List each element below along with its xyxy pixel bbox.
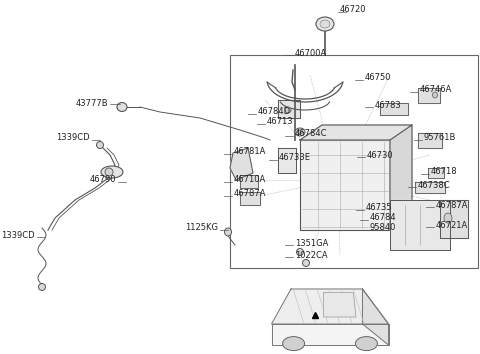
Text: 46750: 46750 [365,74,392,82]
Polygon shape [418,88,440,103]
Text: 46730: 46730 [367,150,394,160]
Polygon shape [240,175,258,188]
Polygon shape [240,192,260,205]
Text: 46733E: 46733E [279,154,311,162]
Polygon shape [390,200,450,250]
Text: 1351GA: 1351GA [295,239,328,247]
Text: 46784: 46784 [370,213,396,223]
Ellipse shape [295,128,305,136]
Ellipse shape [432,92,437,98]
Text: 46738C: 46738C [418,181,451,189]
Text: 46700A: 46700A [295,48,327,57]
Ellipse shape [105,168,113,176]
Text: 46790: 46790 [89,176,116,184]
Text: 46710A: 46710A [234,176,266,184]
Polygon shape [278,148,296,173]
Text: 46718: 46718 [431,167,457,177]
Polygon shape [418,133,442,148]
Text: 1125KG: 1125KG [185,223,218,233]
Polygon shape [300,125,412,140]
Ellipse shape [297,249,303,256]
Ellipse shape [444,213,452,223]
Text: 43777B: 43777B [75,99,108,108]
Polygon shape [362,289,388,345]
Polygon shape [415,182,445,193]
Ellipse shape [302,259,310,267]
Ellipse shape [285,107,291,113]
Polygon shape [272,289,388,324]
Ellipse shape [316,17,334,31]
Text: 1022CA: 1022CA [295,251,328,259]
Bar [230,55,478,268]
Text: 46721A: 46721A [436,221,468,229]
Polygon shape [272,324,388,345]
Text: 1339CD: 1339CD [1,230,35,240]
Polygon shape [324,292,356,317]
Ellipse shape [320,20,330,28]
Text: 46784D: 46784D [258,108,291,116]
Text: 46735: 46735 [366,204,393,212]
Text: 46746A: 46746A [420,86,452,95]
Text: 95761B: 95761B [424,133,456,143]
Ellipse shape [96,142,104,148]
Polygon shape [440,200,468,238]
Polygon shape [230,148,253,180]
Text: 95840: 95840 [370,223,396,233]
Polygon shape [380,103,408,115]
Polygon shape [428,168,444,178]
Polygon shape [278,100,300,118]
Bar [300,140,390,230]
Polygon shape [390,125,412,230]
Text: 46720: 46720 [340,6,367,15]
Ellipse shape [117,103,127,112]
Text: 46787A: 46787A [436,200,468,210]
Text: 46781A: 46781A [234,148,266,156]
Text: 1339CD: 1339CD [56,133,90,143]
Ellipse shape [101,166,123,178]
Text: 46713: 46713 [267,118,294,126]
Ellipse shape [283,337,305,350]
Text: 46787A: 46787A [234,189,266,199]
Ellipse shape [355,337,377,350]
Ellipse shape [225,228,231,236]
Text: 46784C: 46784C [295,130,327,138]
Ellipse shape [298,130,302,134]
Text: 46783: 46783 [375,101,402,109]
Ellipse shape [38,284,46,291]
